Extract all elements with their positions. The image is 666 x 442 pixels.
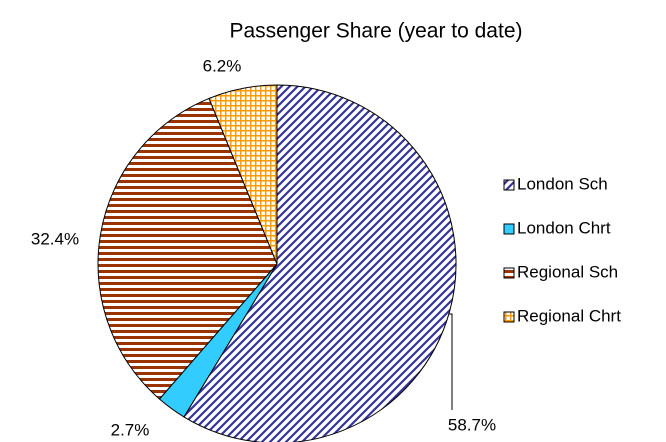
chart-title: Passenger Share (year to date): [230, 20, 523, 43]
legend-label: Regional Sch: [517, 262, 618, 281]
legend-label: Regional Chrt: [517, 306, 621, 325]
pie-slice: [183, 84, 457, 442]
legend-swatch: [503, 311, 515, 323]
legend-label: London Chrt: [517, 218, 611, 237]
data-label: 6.2%: [203, 56, 242, 75]
leader-line: [449, 313, 453, 410]
pie-slice: [208, 84, 278, 265]
legend-swatch: [503, 223, 515, 235]
legend-swatch: [503, 179, 515, 191]
data-label: 2.7%: [111, 420, 150, 439]
data-label: 32.4%: [31, 229, 79, 248]
legend-label: London Sch: [517, 174, 608, 193]
legend-swatch: [503, 267, 515, 279]
pie-slice: [97, 97, 278, 400]
data-label: 58.7%: [448, 415, 496, 434]
